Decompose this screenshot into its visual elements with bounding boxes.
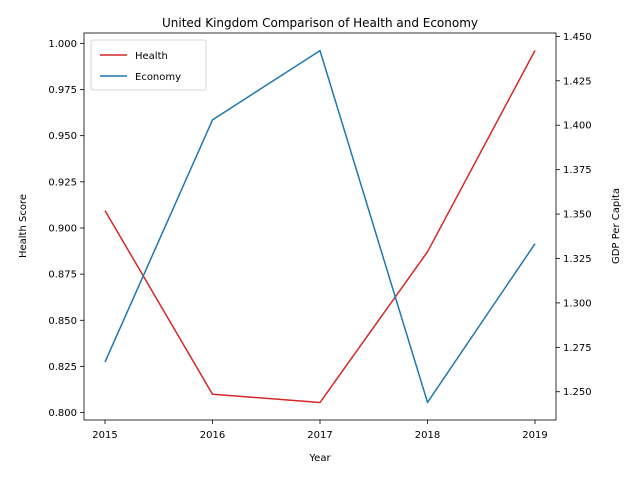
left-y-axis: 0.800 0.825 0.850 0.875 0.900 0.925 0.950 0.975… — [48, 39, 84, 419]
left-y-tick-label: 1.000 — [48, 39, 77, 50]
left-y-tick-label: 0.925 — [48, 177, 77, 188]
left-y-tick-label: 0.850 — [48, 316, 77, 327]
left-y-tick-label: 0.800 — [48, 408, 77, 419]
legend-box — [90, 39, 207, 91]
right-y-tick-label: 1.425 — [563, 76, 592, 87]
x-tick-label: 2018 — [415, 430, 440, 441]
right-y-tick-label: 1.350 — [563, 210, 592, 221]
right-y-tick-label: 1.300 — [563, 298, 592, 309]
right-y-tick-label: 1.275 — [563, 343, 592, 354]
y-axis-label-left: Health Score — [18, 194, 29, 258]
right-y-tick-label: 1.250 — [563, 387, 592, 398]
right-y-tick-label: 1.325 — [563, 254, 592, 265]
right-y-tick-label: 1.375 — [563, 165, 592, 176]
legend: Health Economy — [90, 39, 207, 91]
legend-label-economy: Economy — [135, 72, 181, 83]
x-axis-label: Year — [308, 453, 331, 464]
x-tick-label: 2017 — [307, 430, 332, 441]
right-y-axis: 1.250 1.275 1.300 1.325 1.350 1.375 1.400 1.425… — [556, 32, 592, 398]
x-axis: 2015 2016 2017 2018 2019 — [92, 420, 548, 441]
left-y-tick-label: 0.975 — [48, 85, 77, 96]
left-y-tick-label: 0.900 — [48, 223, 77, 234]
x-tick-label: 2015 — [92, 430, 117, 441]
left-y-tick-label: 0.825 — [48, 362, 77, 373]
x-tick-label: 2016 — [200, 430, 225, 441]
series-line-economy — [104, 49, 536, 404]
x-tick-label: 2019 — [522, 430, 547, 441]
right-y-tick-label: 1.450 — [563, 32, 592, 43]
right-y-tick-label: 1.400 — [563, 121, 592, 132]
legend-label-health: Health — [135, 51, 168, 62]
y-axis-label-right: GDP Per Capita — [611, 188, 622, 264]
left-y-tick-label: 0.950 — [48, 131, 77, 142]
left-y-tick-label: 0.875 — [48, 270, 77, 281]
series-layer — [104, 49, 536, 404]
chart-title: United Kingdom Comparison of Health and … — [162, 16, 478, 30]
series-line-health — [104, 50, 536, 404]
